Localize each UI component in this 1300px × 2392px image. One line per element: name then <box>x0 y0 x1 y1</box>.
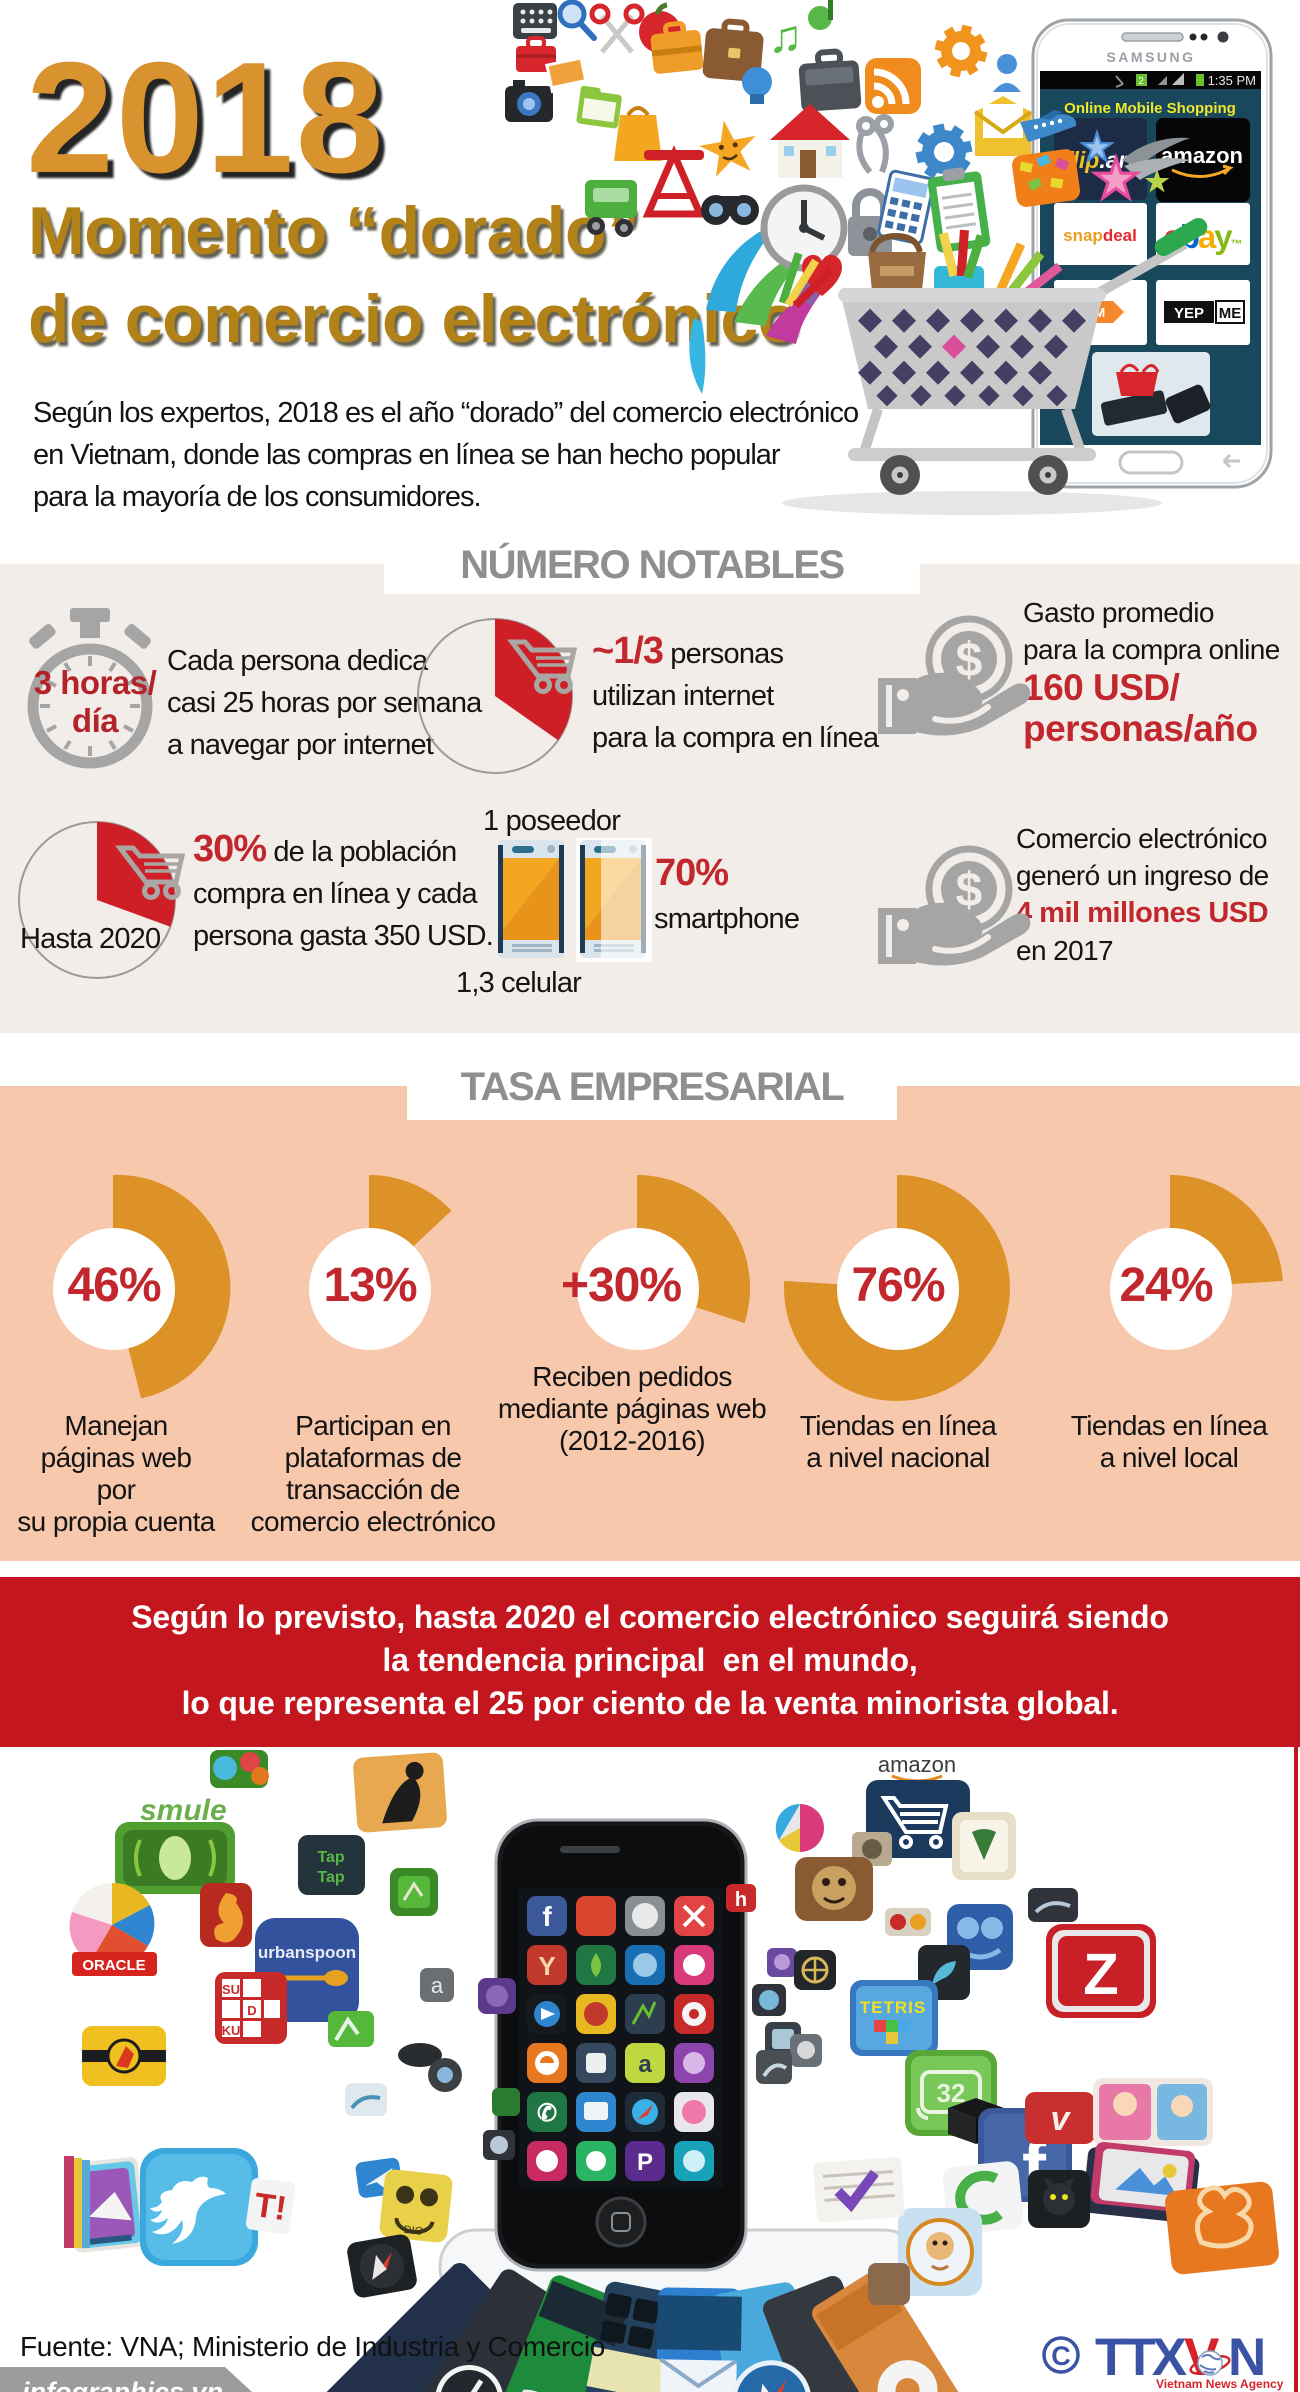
svg-text:✆: ✆ <box>537 2100 557 2127</box>
svg-text:ME: ME <box>1219 305 1242 322</box>
svg-text:32: 32 <box>937 2078 966 2108</box>
svg-text:Online Mobile Shopping: Online Mobile Shopping <box>1064 100 1236 117</box>
svg-text:C: C <box>1051 2341 1071 2371</box>
svg-text:amazon: amazon <box>878 1752 956 1777</box>
svg-text:snapdeal: snapdeal <box>1063 226 1137 245</box>
svg-text:♫: ♫ <box>768 10 803 62</box>
svg-text:TETRIS: TETRIS <box>860 1998 926 2017</box>
svg-text:D: D <box>247 2003 256 2018</box>
svg-text:a: a <box>431 1973 444 1998</box>
svg-text:SU: SU <box>222 1982 240 1997</box>
svg-text:YEP: YEP <box>1174 305 1204 322</box>
svg-text:TTX: TTX <box>1095 2328 1187 2387</box>
svg-text:1:35 PM: 1:35 PM <box>1208 73 1256 88</box>
svg-text:urbanspoon: urbanspoon <box>258 1943 356 1962</box>
svg-text:SAMSUNG: SAMSUNG <box>1106 49 1195 65</box>
svg-text:N: N <box>1228 2328 1266 2387</box>
svg-text:smule: smule <box>140 1794 227 1827</box>
svg-text:Tap: Tap <box>317 1849 344 1866</box>
svg-text:Tap: Tap <box>317 1869 344 1886</box>
svg-text:ORACLE: ORACLE <box>82 1957 145 1974</box>
svg-text:Vietnam News Agency: Vietnam News Agency <box>1156 2377 1284 2391</box>
svg-text:KU: KU <box>222 2023 241 2038</box>
svg-text:Z: Z <box>1083 1942 1118 2007</box>
svg-text:DIO: DIO <box>403 2224 424 2238</box>
svg-text:Y: Y <box>538 1951 555 1981</box>
svg-text:2: 2 <box>1138 76 1144 87</box>
svg-text:T!: T! <box>252 2186 289 2228</box>
svg-text:v: v <box>1051 2100 1072 2138</box>
svg-text:P: P <box>637 2149 653 2176</box>
svg-text:f: f <box>542 1901 552 1932</box>
svg-text:h: h <box>735 1889 747 1911</box>
svg-text:a: a <box>638 2051 652 2078</box>
